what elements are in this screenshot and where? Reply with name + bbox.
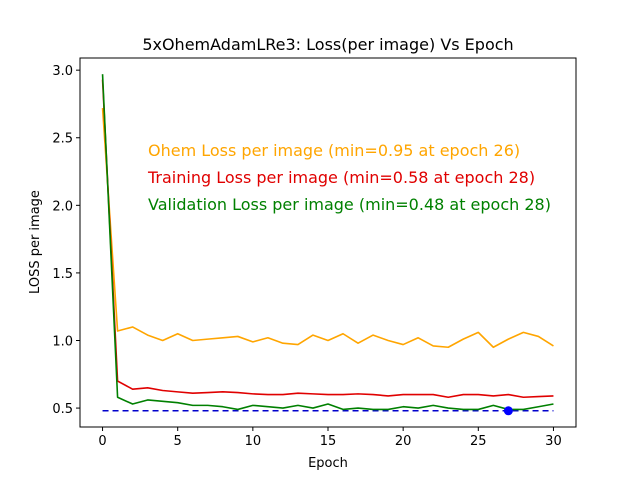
y-tick-label: 0.5 bbox=[52, 402, 73, 417]
plot-area bbox=[80, 58, 576, 427]
x-tick-label: 20 bbox=[395, 434, 412, 449]
x-tick-label: 30 bbox=[545, 434, 562, 449]
x-tick-label: 5 bbox=[174, 434, 182, 449]
y-axis-ticks: 0.5 1.0 1.5 2.0 2.5 3.0 bbox=[52, 64, 80, 417]
y-tick-label: 2.5 bbox=[52, 132, 73, 147]
series-line-ohem bbox=[101, 107, 554, 349]
annotation-ohem: Ohem Loss per image (min=0.95 at epoch 2… bbox=[148, 141, 520, 160]
x-axis-label: Epoch bbox=[308, 456, 348, 471]
series-line-validation bbox=[101, 74, 554, 411]
x-tick-label: 10 bbox=[245, 434, 262, 449]
plot-frame bbox=[79, 57, 577, 428]
annotation-training: Training Loss per image (min=0.58 at epo… bbox=[147, 168, 535, 187]
y-tick-label: 1.5 bbox=[52, 267, 73, 282]
series-layer bbox=[101, 74, 554, 416]
series-line-training bbox=[101, 79, 554, 399]
x-tick-label: 0 bbox=[98, 434, 106, 449]
y-tick-label: 2.0 bbox=[52, 199, 73, 214]
annotation-validation: Validation Loss per image (min=0.48 at e… bbox=[148, 195, 551, 214]
chart-title: 5xOhemAdamLRe3: Loss(per image) Vs Epoch bbox=[142, 35, 513, 54]
min-marker-point bbox=[503, 406, 513, 416]
y-axis-label: LOSS per image bbox=[28, 190, 43, 294]
x-axis-ticks: 0 5 10 15 20 25 30 bbox=[98, 427, 562, 449]
x-tick-label: 25 bbox=[470, 434, 487, 449]
x-tick-label: 15 bbox=[320, 434, 337, 449]
y-tick-label: 1.0 bbox=[52, 334, 73, 349]
y-tick-label: 3.0 bbox=[52, 64, 73, 79]
